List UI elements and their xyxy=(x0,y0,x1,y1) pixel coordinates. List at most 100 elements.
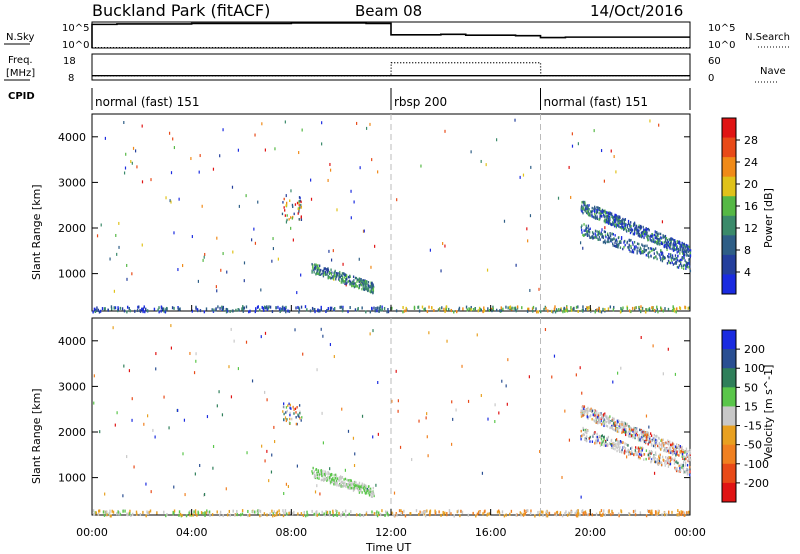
range-cell xyxy=(688,510,690,514)
range-cell xyxy=(333,482,335,486)
range-cell xyxy=(251,238,253,242)
range-cell xyxy=(601,215,603,218)
range-cell xyxy=(659,256,661,259)
range-cell xyxy=(568,512,571,516)
range-cell xyxy=(603,209,605,213)
range-cell xyxy=(104,510,106,514)
range-cell xyxy=(313,473,316,477)
range-cell xyxy=(581,510,583,514)
range-cell xyxy=(582,426,584,430)
range-cell xyxy=(631,250,633,254)
range-cell xyxy=(597,206,599,209)
range-cell xyxy=(643,458,645,461)
range-cell xyxy=(302,513,305,517)
range-cell xyxy=(289,199,291,202)
range-cell xyxy=(355,481,357,484)
range-cell xyxy=(387,310,390,314)
range-cell xyxy=(630,221,632,224)
range-cell xyxy=(146,309,149,313)
range-cell xyxy=(681,250,684,253)
range-cell xyxy=(514,306,517,310)
range-cell xyxy=(553,307,556,311)
range-cell xyxy=(609,232,611,235)
range-cell xyxy=(660,236,662,239)
range-cell xyxy=(648,434,650,437)
range-cell xyxy=(316,484,318,488)
range-cell xyxy=(316,473,319,477)
range-cell xyxy=(571,144,574,148)
range-cell xyxy=(622,226,624,230)
range-cell xyxy=(298,210,300,214)
range-cell xyxy=(339,479,341,482)
range-cell xyxy=(358,483,360,487)
range-cell xyxy=(362,229,365,233)
range-cell xyxy=(109,509,111,513)
range-cell xyxy=(609,217,611,220)
range-cell xyxy=(297,512,299,516)
range-cell xyxy=(291,203,294,207)
range-cell xyxy=(450,512,452,516)
power-colorbar-label: Power [dB] xyxy=(762,188,775,248)
range-cell xyxy=(587,226,589,230)
range-cell xyxy=(688,459,690,462)
range-cell xyxy=(200,511,203,515)
range-cell xyxy=(335,473,337,477)
range-cell xyxy=(367,289,369,293)
range-cell xyxy=(646,433,648,436)
range-cell xyxy=(319,273,322,276)
range-cell xyxy=(654,309,656,313)
range-cell xyxy=(603,413,605,416)
range-cell xyxy=(603,509,605,513)
range-cell xyxy=(341,275,344,278)
range-cell xyxy=(673,309,676,313)
range-cell xyxy=(155,367,157,371)
range-cell xyxy=(616,240,618,243)
range-cell xyxy=(501,510,504,514)
range-cell xyxy=(645,253,647,257)
range-cell xyxy=(580,206,583,209)
range-cell xyxy=(467,399,470,403)
range-cell xyxy=(98,509,100,513)
range-cell xyxy=(656,435,658,438)
range-cell xyxy=(299,410,301,414)
range-cell xyxy=(677,247,680,251)
range-cell xyxy=(637,456,640,460)
range-cell xyxy=(136,309,139,313)
x-tick-label: 00:00 xyxy=(674,526,706,539)
range-cell xyxy=(319,309,321,313)
range-cell xyxy=(311,472,314,475)
range-cell xyxy=(365,287,367,291)
range-cell xyxy=(622,424,624,428)
range-cell xyxy=(523,512,525,516)
range-cell xyxy=(215,285,217,289)
velocity-scatter xyxy=(92,324,692,518)
range-cell xyxy=(283,197,285,201)
range-cell xyxy=(618,224,620,228)
range-cell xyxy=(592,433,594,437)
range-cell xyxy=(262,306,264,310)
range-cell xyxy=(675,246,678,249)
range-cell xyxy=(666,246,668,249)
range-cell xyxy=(472,308,475,312)
range-cell xyxy=(682,248,684,251)
range-cell xyxy=(289,411,291,415)
range-cell xyxy=(573,307,575,311)
range-cell xyxy=(566,308,568,312)
range-cell xyxy=(321,474,323,478)
range-cell xyxy=(631,428,633,432)
range-cell xyxy=(319,269,321,272)
range-cell xyxy=(226,270,228,274)
range-cell xyxy=(585,207,587,210)
range-cell xyxy=(673,247,675,251)
range-cell xyxy=(492,305,494,309)
range-cell xyxy=(602,307,604,311)
range-cell xyxy=(373,494,375,498)
range-cell xyxy=(359,166,361,170)
range-cell xyxy=(123,171,126,175)
range-cell xyxy=(289,413,291,417)
range-cell xyxy=(672,263,675,266)
range-cell xyxy=(619,246,622,249)
range-cell xyxy=(681,258,683,262)
range-cell xyxy=(628,448,630,452)
range-cell xyxy=(686,261,688,265)
